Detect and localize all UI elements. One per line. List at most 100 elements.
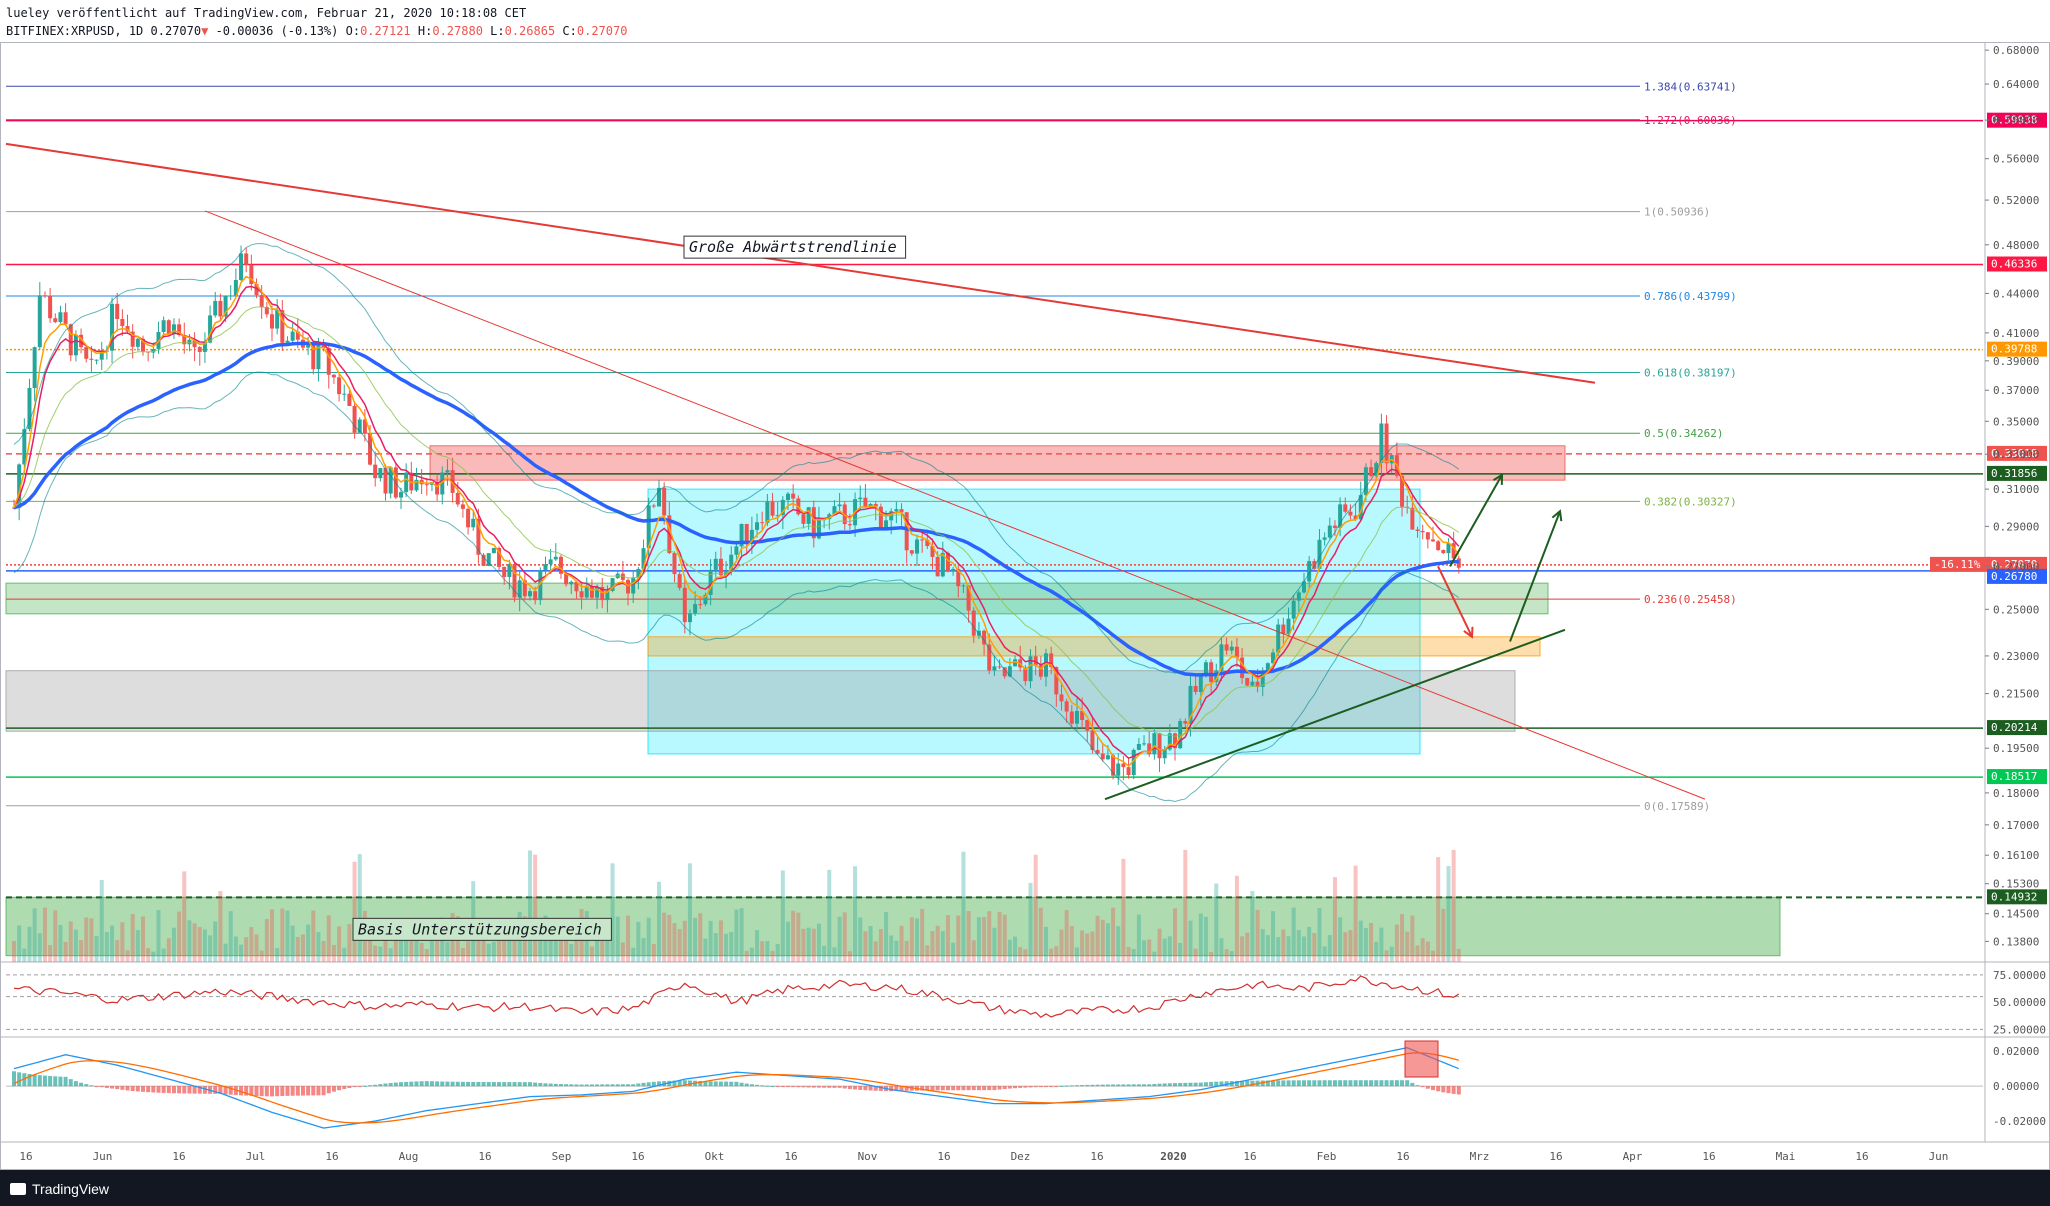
macd-hist-bar [775,1086,780,1088]
macd-hist-bar [1286,1080,1291,1087]
volume-bar [1338,917,1343,962]
candle [1400,475,1405,507]
macd-hist-bar [228,1086,233,1095]
level-label-10: 0.18517 [1991,770,2037,783]
volume-bar [806,927,811,962]
macd-hist-bar [115,1086,120,1090]
macd-hist-bar [827,1086,832,1088]
candle [1281,624,1286,635]
volume-bar [1131,949,1136,962]
candle [316,343,321,370]
volume-bar [1431,950,1435,962]
volume-bar [357,854,362,962]
candle [1431,539,1435,542]
macd-hist-bar [713,1081,718,1087]
macd-hist-bar [595,1084,600,1087]
volume-bar [445,941,450,962]
volume-bar [177,911,182,962]
volume-bar [1038,907,1043,962]
macd-hist-bar [326,1086,331,1094]
macd-hist-bar [94,1086,99,1088]
macd-hist-bar [435,1081,440,1087]
macd-hist-bar [352,1086,357,1088]
macd-hist-bar [620,1084,625,1087]
macd-hist-bar [749,1084,754,1087]
macd-hist-bar [270,1086,274,1097]
candle [347,393,352,406]
candle [837,504,842,507]
y-tick-label-4: 0.52000 [1993,194,2039,207]
volume-bar [192,923,197,962]
volume-bar [166,938,171,962]
macd-hist-bar [930,1086,935,1091]
candle [213,300,218,316]
macd-hist-bar [1033,1086,1038,1088]
candle [801,514,806,524]
volume-bar [435,927,440,962]
macd-hist-bar [89,1085,94,1087]
volume-bar [1069,926,1074,962]
down-arrow-icon: ▼ [201,24,209,38]
candle [646,505,651,549]
candle [920,539,925,541]
candle [909,550,914,554]
macd-hist-bar [589,1084,594,1087]
macd-hist-bar [940,1086,945,1091]
candle [115,303,120,319]
candle [125,326,130,332]
candle [966,585,971,611]
candle [786,493,790,500]
price-axis: 0.59938 0.46336 0.39788 0.33018 0.31856 -16.1… [1930,44,2047,1128]
macd-hist-bar [1240,1080,1245,1087]
candle [961,585,966,587]
level-badge-2 [1987,341,2047,357]
candle [481,554,486,566]
macd-hist-bar [584,1084,589,1087]
macd-hist-bar [1358,1080,1363,1087]
volume-bar [1044,926,1048,962]
candle [1074,710,1079,724]
candle [760,522,765,524]
volume-bar [878,929,883,962]
macd-hist-bar [1147,1084,1152,1087]
tradingview-logo[interactable]: TradingView [10,1181,109,1197]
macd-hist-bar [17,1072,22,1087]
volume-bar [982,917,987,962]
macd-hist-bar [847,1086,852,1090]
volume-bar [713,933,718,962]
candle [171,324,176,334]
macd-hist-bar [945,1086,950,1091]
candle [1358,495,1363,520]
x-tick-label-9: Okt [705,1150,725,1163]
macd-hist-bar [125,1086,130,1091]
macd-hist-bar [393,1082,398,1087]
macd-hist-bar [1276,1080,1281,1087]
volume-bar [976,917,981,962]
volume-bar [300,934,305,962]
candle [899,509,904,513]
candle [1436,541,1441,551]
candle [1302,581,1306,593]
macd-hist-bar [600,1084,605,1087]
chart-canvas[interactable]: 1.384(0.63741) 1.272(0.60036) 1(0.50936) 0.… [0,42,2050,1170]
chart-header: lueley veröffentlicht auf TradingView.co… [0,0,2050,42]
candle [1059,694,1064,702]
macd-hist-bar [574,1084,579,1087]
candle [1219,644,1224,671]
volume-bar [1389,946,1394,962]
volume-bar [739,908,744,962]
volume-bar [1152,951,1157,962]
volume-bar [1147,939,1152,962]
candle [631,577,636,594]
volume-bar [409,924,414,962]
macd-hist-bar [424,1081,429,1087]
candle [589,586,594,598]
volume-bar [528,850,532,962]
volume-bar [22,948,27,962]
candle [1054,667,1059,695]
candle [42,295,47,297]
volume-bar [641,938,646,962]
volume-bar [1374,941,1379,962]
volume-bar [1451,849,1456,962]
candle [806,507,811,524]
